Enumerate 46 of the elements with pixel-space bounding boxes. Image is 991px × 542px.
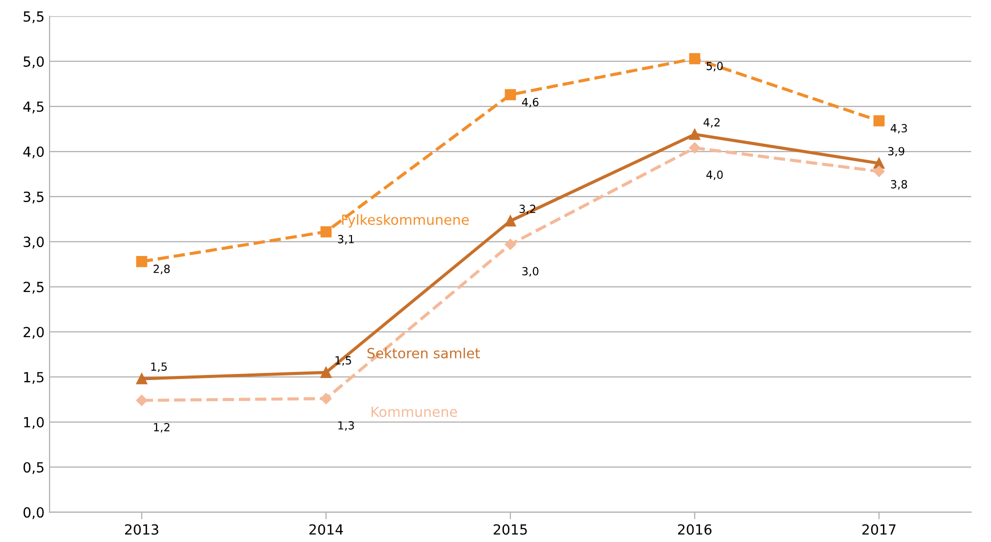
text: Kommunene	[372, 406, 458, 418]
data-label: 4,6	[522, 98, 538, 108]
point	[136, 256, 148, 268]
point	[320, 366, 332, 378]
point	[136, 394, 148, 406]
data-label: 4,3	[890, 124, 907, 134]
point	[689, 53, 700, 64]
point	[873, 115, 885, 126]
point	[320, 392, 332, 404]
x-tick-label: 2015	[494, 524, 527, 535]
point	[320, 226, 332, 238]
y-tick-label: 5,0	[24, 56, 44, 68]
y-tick-label: 4,5	[23, 102, 44, 114]
point	[136, 373, 148, 384]
data-label: 4,0	[706, 170, 723, 180]
data-label: 1,3	[338, 421, 354, 431]
data-label: 3,8	[890, 180, 908, 190]
y-tick-label: 2,5	[24, 282, 44, 294]
data-label: 1,5	[151, 362, 167, 372]
x-tick-label: 2016	[678, 524, 712, 535]
point	[504, 238, 516, 250]
x-tick-label: 2014	[309, 524, 343, 535]
series-label: Fylkeskommunene	[342, 214, 469, 228]
y-tick-label: 3,5	[24, 192, 44, 204]
data-label: 3,0	[522, 266, 538, 277]
point	[504, 89, 516, 100]
y-tick-label: 3,0	[24, 236, 44, 249]
data-label: 3,1	[338, 234, 354, 244]
y-tick-label: 5,5	[24, 11, 44, 24]
point	[689, 142, 700, 154]
data-label: 1,2	[154, 422, 170, 433]
point	[504, 215, 516, 226]
y-tick-label: 2,0	[24, 326, 44, 339]
point	[873, 166, 885, 177]
x-tick-label: 2017	[862, 524, 896, 535]
series-label: Sektoren samlet	[368, 348, 480, 358]
y-tick-label: 0,5	[24, 462, 44, 474]
data-label: 4,2	[704, 118, 720, 128]
x-tick-label: 2013	[125, 524, 158, 535]
y-tick-label: 4,0	[23, 146, 44, 158]
point	[689, 128, 700, 140]
y-tick-label: 1,5	[24, 372, 44, 384]
data-label: 3,9	[888, 146, 904, 156]
y-tick-label: 0,0	[24, 507, 44, 520]
data-label: 2,8	[154, 264, 170, 274]
y-tick-label: 1,0	[24, 416, 44, 429]
